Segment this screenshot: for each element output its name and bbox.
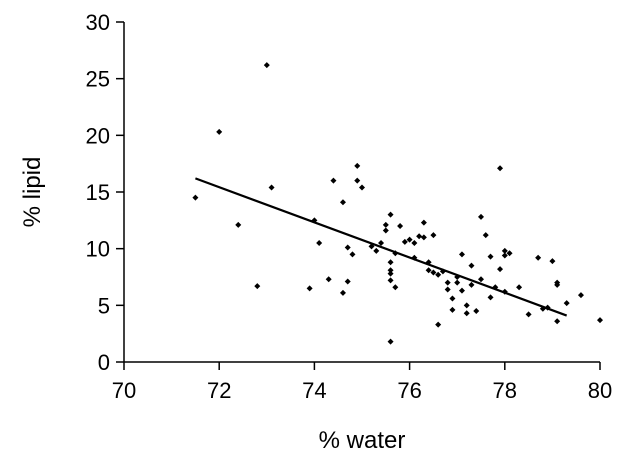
data-point	[501, 247, 508, 254]
data-point	[487, 294, 494, 301]
trendline-group	[195, 177, 568, 317]
x-axis-ticks: 70 72 74 76 78 80	[112, 362, 612, 403]
data-point	[397, 223, 404, 229]
data-point	[235, 221, 242, 228]
y-tick-label: 30	[86, 10, 110, 35]
data-point	[473, 308, 480, 314]
data-point	[330, 177, 337, 184]
data-point	[339, 199, 346, 206]
data-point	[444, 279, 451, 286]
data-point	[444, 286, 451, 293]
data-points	[192, 62, 603, 345]
data-point	[577, 292, 584, 299]
data-point	[487, 253, 494, 260]
data-point	[416, 233, 423, 240]
data-point	[401, 238, 408, 245]
data-point	[430, 269, 437, 276]
y-tick-label: 25	[86, 67, 110, 92]
axes: 0 5 10 15 20 25 30 70 72 74 76 78 80	[86, 10, 613, 403]
data-point	[387, 211, 394, 218]
data-point	[316, 240, 323, 246]
y-tick-label: 0	[98, 350, 110, 375]
data-point	[506, 250, 513, 257]
data-point	[387, 270, 394, 277]
data-point	[482, 232, 489, 239]
data-point	[344, 244, 351, 251]
data-point	[306, 285, 313, 292]
data-point	[254, 283, 261, 290]
data-point	[563, 300, 570, 307]
data-point	[468, 281, 475, 288]
data-point	[373, 247, 380, 254]
data-point	[354, 177, 361, 184]
data-point	[344, 278, 351, 285]
data-point	[387, 267, 394, 274]
x-tick-label: 78	[493, 378, 517, 403]
data-point	[192, 194, 199, 201]
y-tick-label: 15	[86, 180, 110, 205]
data-point	[382, 221, 389, 228]
data-point	[463, 310, 470, 317]
data-point	[349, 251, 356, 258]
data-point	[425, 267, 432, 274]
data-point	[387, 338, 394, 345]
y-axis-ticks: 0 5 10 15 20 25 30	[86, 10, 124, 375]
x-tick-label: 72	[207, 378, 231, 403]
x-tick-label: 74	[302, 378, 326, 403]
x-axis-title: % water	[319, 427, 406, 454]
data-point	[354, 162, 361, 169]
data-point	[387, 259, 394, 266]
data-point	[263, 62, 270, 69]
data-point	[497, 266, 504, 273]
data-point	[449, 295, 456, 302]
data-point	[535, 254, 542, 261]
data-point	[554, 318, 561, 325]
data-point	[549, 258, 556, 265]
data-point	[463, 302, 470, 309]
data-point	[378, 240, 385, 246]
data-point	[382, 227, 389, 234]
data-point	[458, 287, 465, 294]
data-point	[359, 184, 365, 191]
data-point	[501, 252, 508, 259]
data-point	[478, 276, 484, 283]
y-tick-label: 10	[86, 237, 110, 262]
x-tick-label: 76	[397, 378, 421, 403]
data-point	[216, 128, 223, 135]
data-point	[420, 219, 427, 226]
data-point	[597, 317, 603, 324]
data-point	[268, 184, 275, 191]
trendline	[195, 177, 568, 317]
data-point	[411, 240, 418, 246]
data-point	[325, 276, 332, 283]
data-point	[420, 234, 427, 241]
data-point	[435, 321, 442, 328]
data-point	[392, 284, 399, 291]
data-point	[478, 213, 484, 220]
data-point	[339, 289, 346, 296]
data-point	[387, 277, 394, 284]
data-point	[449, 306, 456, 313]
y-tick-label: 5	[98, 293, 110, 318]
x-tick-label: 80	[588, 378, 612, 403]
data-point	[458, 251, 465, 258]
y-axis-title: % lipid	[19, 157, 46, 228]
data-point	[497, 165, 504, 172]
data-point	[430, 232, 437, 239]
data-point	[516, 284, 523, 291]
data-point	[454, 279, 461, 286]
data-point	[468, 262, 475, 269]
data-point	[406, 236, 413, 243]
data-point	[525, 311, 532, 318]
data-point	[554, 279, 561, 286]
y-tick-label: 20	[86, 123, 110, 148]
data-point	[435, 271, 442, 278]
x-tick-label: 70	[112, 378, 136, 403]
